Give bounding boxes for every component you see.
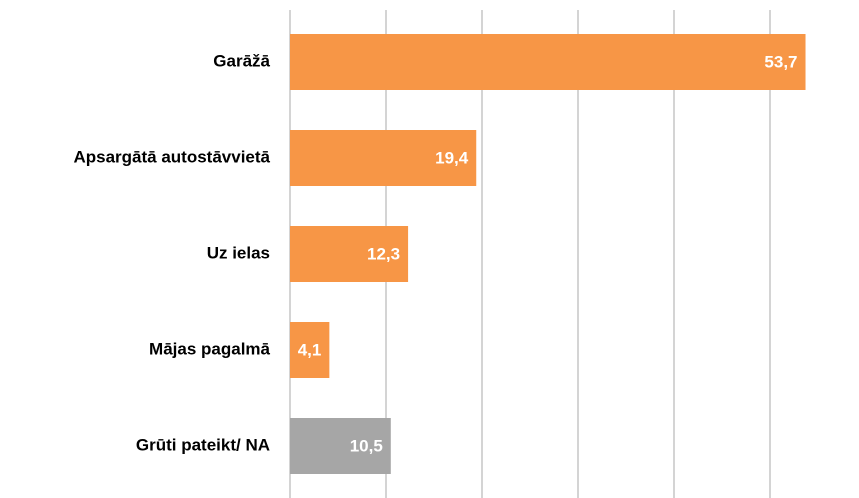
data-label: 19,4 <box>435 148 469 167</box>
bar <box>290 322 330 378</box>
bar <box>290 226 409 282</box>
y-tick-label: Uz ielas <box>207 243 270 262</box>
y-tick-label: Mājas pagalmā <box>149 339 270 358</box>
bar <box>290 418 391 474</box>
y-tick-label: Garāžā <box>213 51 270 70</box>
bar <box>290 34 806 90</box>
y-tick-label: Apsargātā autostāvvietā <box>73 147 270 166</box>
data-label: 12,3 <box>367 244 400 263</box>
data-label: 10,5 <box>350 436 383 455</box>
data-label: 4,1 <box>298 340 322 359</box>
bar <box>290 130 477 186</box>
data-label: 53,7 <box>764 52 797 71</box>
y-tick-label: Grūti pateikt/ NA <box>136 435 270 454</box>
